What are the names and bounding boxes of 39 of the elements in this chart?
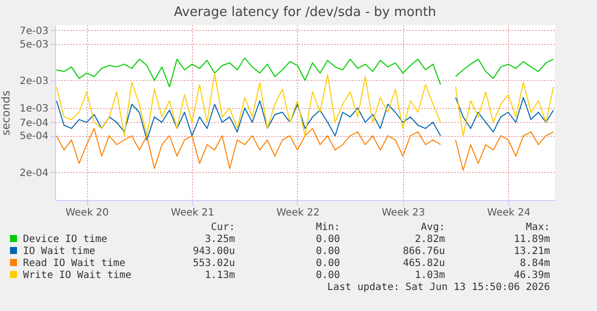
y-tick-label: 5e-04 [20, 131, 48, 142]
text: 0.00 [314, 246, 340, 258]
text: 0.00 [314, 270, 340, 282]
y-tick-label: 2e-03 [20, 76, 48, 87]
y-tick-label: 2e-04 [20, 168, 48, 179]
chart-title: Average latency for /dev/sda - by month [174, 5, 436, 20]
x-tick-label: Week 23 [382, 208, 426, 218]
x-tick-label: Week 24 [487, 208, 530, 218]
x-tick-label: Week 20 [65, 208, 109, 218]
text: 13.21m [512, 246, 550, 258]
x-tick-label: Week 21 [170, 208, 214, 218]
text: 1.03m [414, 270, 445, 282]
text: 1.13m [204, 270, 235, 282]
legend-label: Write IO Wait time [22, 270, 132, 282]
text: Cur: [210, 222, 235, 234]
text: 866.76u [402, 246, 445, 258]
text: 553.02u [192, 258, 235, 270]
y-axis-title: seconds [0, 90, 13, 136]
text: 465.82u [402, 258, 445, 270]
x-tick-label: Week 22 [276, 208, 320, 218]
y-tick-label: 1e-03 [20, 104, 48, 115]
text: 8.84m [518, 258, 550, 270]
text: Last update: Sat Jun 13 15:50:06 2026 [326, 282, 550, 294]
text: 46.39m [512, 270, 550, 282]
y-tick-label: 5e-03 [20, 39, 48, 50]
text: 2.82m [414, 234, 445, 246]
text: 0.00 [314, 234, 340, 246]
text: 11.89m [512, 234, 550, 246]
text: Avg: [420, 222, 445, 234]
legend-label: IO Wait time [22, 246, 96, 258]
legend-label: Read IO Wait time [22, 258, 126, 270]
legend-label: Device IO time [22, 234, 108, 246]
text: 943.00u [192, 246, 235, 258]
text: Min: [314, 222, 340, 234]
y-tick-label: 7e-04 [20, 118, 48, 129]
text: Max: [524, 222, 550, 234]
y-tick-label: 7e-03 [20, 26, 48, 37]
text: 0.00 [314, 258, 340, 270]
text: 3.25m [204, 234, 235, 246]
